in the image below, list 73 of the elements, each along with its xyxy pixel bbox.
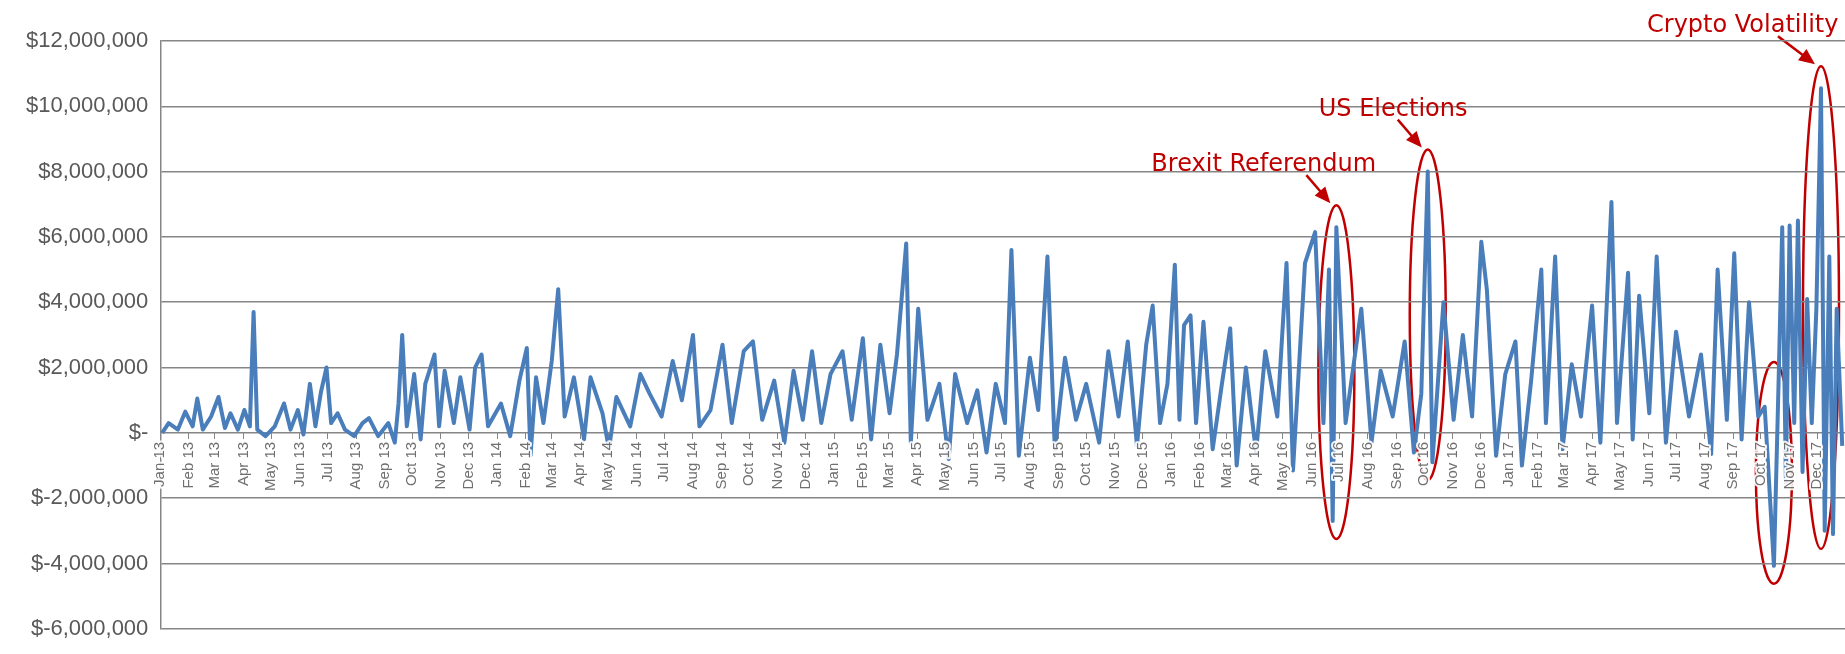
x-tick-label: Nov 15	[1104, 441, 1122, 490]
x-tick-label: Oct 13	[402, 441, 420, 487]
x-tick-label: Jun 17	[1638, 441, 1656, 487]
x-tick-label: Feb 17	[1527, 441, 1545, 489]
x-tick-label: Sep 17	[1723, 441, 1741, 490]
x-tick-label: Aug 17	[1694, 441, 1712, 490]
x-tick-label: Dec 14	[795, 441, 813, 490]
x-tick-label: Jul 15	[991, 441, 1009, 482]
annotation: US Elections	[1318, 93, 1468, 122]
x-tick-label: Nov 17	[1779, 441, 1797, 490]
y-tick-label: $6,000,000	[38, 223, 149, 248]
x-tick-label: Nov 14	[768, 441, 786, 490]
x-tick-label: May 13	[261, 441, 279, 492]
x-tick-label: Feb 16	[1189, 441, 1207, 489]
x-tick-label: Mar 13	[204, 441, 222, 489]
x-tick-label: Apr 15	[907, 441, 925, 487]
x-tick-label: Apr 17	[1582, 441, 1600, 487]
x-tick-label: Aug 15	[1020, 441, 1038, 490]
x-tick-label: Dec 16	[1470, 441, 1488, 490]
y-tick-label: $-2,000,000	[30, 484, 149, 510]
x-tick-label: Dec 15	[1132, 441, 1150, 490]
annotation: Brexit Referendum	[1151, 149, 1377, 178]
x-tick-label: Nov 13	[431, 441, 449, 490]
x-tick-label: Dec 17	[1807, 441, 1825, 490]
y-tick-label: $2,000,000	[38, 353, 149, 379]
x-tick-label: Jun 14	[626, 441, 644, 487]
x-tick-label: Oct 15	[1076, 441, 1094, 487]
x-tick-label: Mar 15	[878, 441, 896, 489]
x-tick-label: Jan 16	[1161, 441, 1179, 487]
x-tick-label: Mar 17	[1553, 441, 1571, 489]
x-tick-label: Jun 16	[1301, 441, 1319, 487]
y-tick-label: $-6,000,000	[30, 614, 149, 640]
x-tick-label: Apr 13	[233, 441, 251, 487]
x-tick-label: May 14	[598, 441, 616, 492]
y-tick-label: $12,000,000	[26, 27, 149, 53]
x-tick-label: Sep 16	[1386, 441, 1404, 490]
x-tick-label: Aug 14	[683, 441, 701, 490]
x-tick-label: Apr 16	[1245, 441, 1263, 487]
x-tick-label: Jan 13	[150, 441, 168, 487]
x-tick-label: Dec 13	[458, 441, 476, 490]
x-tick-label: May 17	[1609, 441, 1627, 492]
x-tick-label: Sep 15	[1048, 441, 1066, 490]
x-tick-label: Feb 13	[179, 441, 197, 489]
x-tick-label: May 15	[935, 441, 953, 492]
x-tick-label: Jan 15	[824, 441, 842, 487]
x-tick-label: Jun 15	[963, 441, 981, 487]
x-tick-label: Sep 13	[374, 441, 392, 490]
x-tick-label: May 16	[1272, 441, 1290, 492]
y-tick-label: $-	[128, 418, 149, 444]
x-tick-label: Feb 15	[852, 441, 870, 489]
x-tick-label: Oct 17	[1751, 441, 1769, 487]
y-tick-label: $-4,000,000	[30, 549, 149, 575]
x-tick-label: Apr 14	[570, 441, 588, 487]
x-tick-label: Jul 16	[1329, 441, 1347, 482]
x-tick-label: Feb 14	[516, 441, 534, 489]
x-tick-label: Aug 16	[1357, 441, 1375, 490]
annotation: Crypto Volatility	[1647, 10, 1839, 39]
x-tick-label: Jun 13	[289, 441, 307, 487]
x-tick-label: Jan 17	[1499, 441, 1517, 487]
x-tick-label: Oct 16	[1414, 441, 1432, 487]
x-tick-label: Oct 14	[739, 441, 757, 487]
x-tick-label: Mar 14	[541, 441, 559, 489]
x-tick-label: Jul 13	[317, 441, 335, 482]
x-tick-label: Jul 14	[654, 441, 672, 482]
x-tick-label: Aug 13	[346, 441, 364, 490]
x-tick-label: Mar 16	[1216, 441, 1234, 489]
y-tick-label: $8,000,000	[38, 157, 149, 183]
y-tick-label: $10,000,000	[26, 92, 149, 118]
x-tick-label: Jul 17	[1666, 441, 1684, 482]
x-tick-label: Sep 14	[711, 441, 729, 490]
x-tick-label: Jan 14	[487, 441, 505, 487]
y-tick-label: $4,000,000	[38, 288, 149, 314]
x-tick-label: Nov 16	[1442, 441, 1460, 490]
